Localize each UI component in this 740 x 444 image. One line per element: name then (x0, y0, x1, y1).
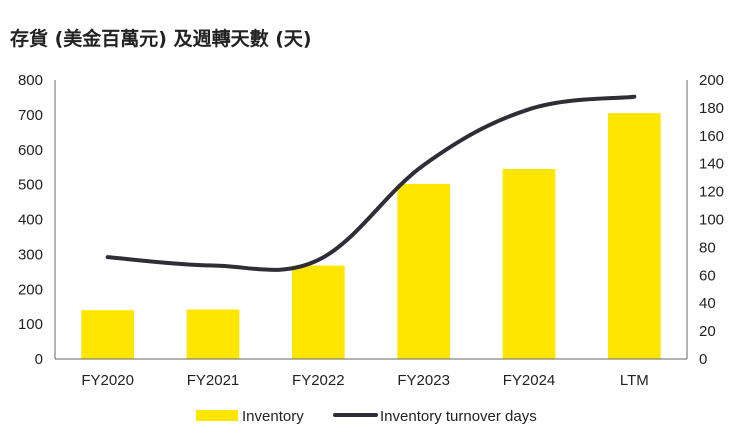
y-tick-left-800: 800 (18, 72, 43, 89)
bars-layer (81, 113, 661, 359)
y-tick-left-600: 600 (18, 142, 43, 159)
y-tick-right-200: 200 (699, 72, 724, 89)
x-tick-ltm: LTM (620, 372, 649, 389)
bar-fy2022 (292, 265, 345, 359)
y-tick-right-20: 20 (699, 323, 716, 340)
y-tick-left-400: 400 (18, 212, 43, 229)
y-tick-right-180: 180 (699, 100, 724, 117)
series-line-turnover-days (105, 94, 637, 272)
y-tick-left-0: 0 (35, 351, 43, 368)
line-layer (105, 94, 637, 272)
chart-title: 存貨 (美金百萬元) 及週轉天數 (天) (10, 28, 312, 50)
legend-label-turnover-days: Inventory turnover days (380, 408, 537, 425)
y-tick-right-40: 40 (699, 295, 716, 312)
y-tick-right-120: 120 (699, 184, 724, 201)
x-tick-fy2024: FY2024 (503, 372, 556, 389)
ticks-layer: 0 100 200 300 400 500 600 700 800 0 20 40 60 80 100 120… (18, 72, 724, 389)
y-tick-right-0: 0 (699, 351, 707, 368)
legend-swatch-inventory (196, 410, 238, 421)
legend-label-inventory: Inventory (242, 408, 304, 425)
bar-fy2023 (397, 183, 450, 359)
y-tick-right-100: 100 (699, 212, 724, 229)
y-tick-right-80: 80 (699, 239, 716, 256)
axes-layer (54, 80, 688, 360)
x-tick-fy2022: FY2022 (292, 372, 345, 389)
legend: Inventory Inventory turnover days (196, 408, 537, 425)
x-tick-fy2021: FY2021 (187, 372, 240, 389)
x-tick-fy2020: FY2020 (81, 372, 134, 389)
y-tick-right-140: 140 (699, 156, 724, 173)
bar-fy2021 (186, 309, 240, 359)
bar-fy2024 (502, 168, 556, 359)
y-tick-right-160: 160 (699, 128, 724, 145)
y-tick-left-300: 300 (18, 246, 43, 263)
y-tick-left-200: 200 (18, 281, 43, 298)
y-tick-right-60: 60 (699, 267, 716, 284)
bar-ltm (608, 113, 661, 359)
bar-fy2020 (81, 310, 134, 359)
y-tick-left-700: 700 (18, 107, 43, 124)
y-tick-left-100: 100 (18, 316, 43, 333)
x-tick-fy2023: FY2023 (397, 372, 450, 389)
y-tick-left-500: 500 (18, 177, 43, 194)
